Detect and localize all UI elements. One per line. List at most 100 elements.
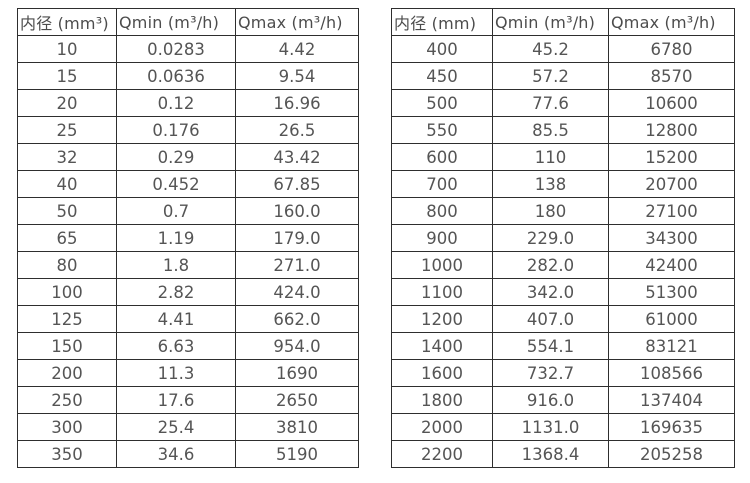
- table-cell: 350: [17, 440, 117, 468]
- table-cell: 50: [17, 197, 117, 225]
- table-cell: 0.452: [116, 170, 236, 198]
- table-row: 1000 282.0 42400: [391, 251, 735, 279]
- table-cell: 27100: [608, 197, 735, 225]
- table-cell: 342.0: [492, 278, 609, 306]
- table-cell: 229.0: [492, 224, 609, 252]
- table-cell: 1100: [391, 278, 493, 306]
- table-cell: 4.42: [235, 35, 359, 63]
- table-row: 350 34.6 5190: [17, 440, 359, 468]
- table-row: 700 138 20700: [391, 170, 735, 198]
- table-cell: 1.19: [116, 224, 236, 252]
- table-cell: 25.4: [116, 413, 236, 441]
- table-cell: 554.1: [492, 332, 609, 360]
- table-cell: 6780: [608, 35, 735, 63]
- table-cell: 12800: [608, 116, 735, 144]
- table-cell: 662.0: [235, 305, 359, 333]
- table-cell: 205258: [608, 440, 735, 468]
- table-cell: 1.8: [116, 251, 236, 279]
- table-cell: 16.96: [235, 89, 359, 117]
- table-row: 900 229.0 34300: [391, 224, 735, 252]
- table-cell: 0.0636: [116, 62, 236, 90]
- table-cell: 0.176: [116, 116, 236, 144]
- header-qmax: Qmax (m³/h): [608, 8, 735, 36]
- header-inner-diameter: 内径 (mm³): [17, 8, 117, 36]
- table-cell: 732.7: [492, 359, 609, 387]
- table-cell: 125: [17, 305, 117, 333]
- table-cell: 700: [391, 170, 493, 198]
- table-row: 250 17.6 2650: [17, 386, 359, 414]
- table-row: 1400 554.1 83121: [391, 332, 735, 360]
- table-cell: 15200: [608, 143, 735, 171]
- table-cell: 80: [17, 251, 117, 279]
- table-row: 400 45.2 6780: [391, 35, 735, 63]
- table-cell: 42400: [608, 251, 735, 279]
- flow-rate-table-small-diameters: 内径 (mm³) Qmin (m³/h) Qmax (m³/h) 10 0.028…: [17, 8, 359, 468]
- table-cell: 250: [17, 386, 117, 414]
- table-cell: 1800: [391, 386, 493, 414]
- table-cell: 1690: [235, 359, 359, 387]
- table-cell: 2.82: [116, 278, 236, 306]
- table-cell: 1600: [391, 359, 493, 387]
- table-body: 10 0.0283 4.42 15 0.0636 9.54 20 0.12 16.96 25 0.1…: [17, 35, 359, 468]
- table-cell: 51300: [608, 278, 735, 306]
- table-row: 1600 732.7 108566: [391, 359, 735, 387]
- header-qmin: Qmin (m³/h): [492, 8, 609, 36]
- table-cell: 20: [17, 89, 117, 117]
- table-cell: 2650: [235, 386, 359, 414]
- table-cell: 550: [391, 116, 493, 144]
- table-cell: 10: [17, 35, 117, 63]
- table-row: 1200 407.0 61000: [391, 305, 735, 333]
- table-cell: 916.0: [492, 386, 609, 414]
- table-cell: 160.0: [235, 197, 359, 225]
- table-cell: 9.54: [235, 62, 359, 90]
- table-row: 150 6.63 954.0: [17, 332, 359, 360]
- table-cell: 180: [492, 197, 609, 225]
- table-cell: 108566: [608, 359, 735, 387]
- table-cell: 450: [391, 62, 493, 90]
- table-row: 125 4.41 662.0: [17, 305, 359, 333]
- table-header-row: 内径 (mm) Qmin (m³/h) Qmax (m³/h): [391, 8, 735, 36]
- table-cell: 6.63: [116, 332, 236, 360]
- table-cell: 300: [17, 413, 117, 441]
- table-cell: 0.12: [116, 89, 236, 117]
- table-cell: 83121: [608, 332, 735, 360]
- table-cell: 2200: [391, 440, 493, 468]
- table-cell: 1131.0: [492, 413, 609, 441]
- table-cell: 57.2: [492, 62, 609, 90]
- table-row: 80 1.8 271.0: [17, 251, 359, 279]
- table-cell: 0.0283: [116, 35, 236, 63]
- table-row: 550 85.5 12800: [391, 116, 735, 144]
- header-qmin: Qmin (m³/h): [116, 8, 236, 36]
- table-cell: 282.0: [492, 251, 609, 279]
- table-row: 600 110 15200: [391, 143, 735, 171]
- table-cell: 20700: [608, 170, 735, 198]
- table-row: 300 25.4 3810: [17, 413, 359, 441]
- table-cell: 85.5: [492, 116, 609, 144]
- flow-rate-table-large-diameters: 内径 (mm) Qmin (m³/h) Qmax (m³/h) 400 45.2 6…: [391, 8, 735, 468]
- table-cell: 407.0: [492, 305, 609, 333]
- table-cell: 1368.4: [492, 440, 609, 468]
- table-cell: 5190: [235, 440, 359, 468]
- table-row: 50 0.7 160.0: [17, 197, 359, 225]
- table-cell: 43.42: [235, 143, 359, 171]
- table-cell: 4.41: [116, 305, 236, 333]
- table-cell: 65: [17, 224, 117, 252]
- table-cell: 15: [17, 62, 117, 90]
- table-row: 20 0.12 16.96: [17, 89, 359, 117]
- table-cell: 0.7: [116, 197, 236, 225]
- table-row: 25 0.176 26.5: [17, 116, 359, 144]
- table-cell: 424.0: [235, 278, 359, 306]
- table-cell: 110: [492, 143, 609, 171]
- table-cell: 900: [391, 224, 493, 252]
- table-cell: 1000: [391, 251, 493, 279]
- table-row: 200 11.3 1690: [17, 359, 359, 387]
- table-cell: 32: [17, 143, 117, 171]
- table-cell: 0.29: [116, 143, 236, 171]
- table-row: 32 0.29 43.42: [17, 143, 359, 171]
- table-cell: 17.6: [116, 386, 236, 414]
- table-row: 65 1.19 179.0: [17, 224, 359, 252]
- table-row: 15 0.0636 9.54: [17, 62, 359, 90]
- table-cell: 67.85: [235, 170, 359, 198]
- table-cell: 800: [391, 197, 493, 225]
- table-cell: 169635: [608, 413, 735, 441]
